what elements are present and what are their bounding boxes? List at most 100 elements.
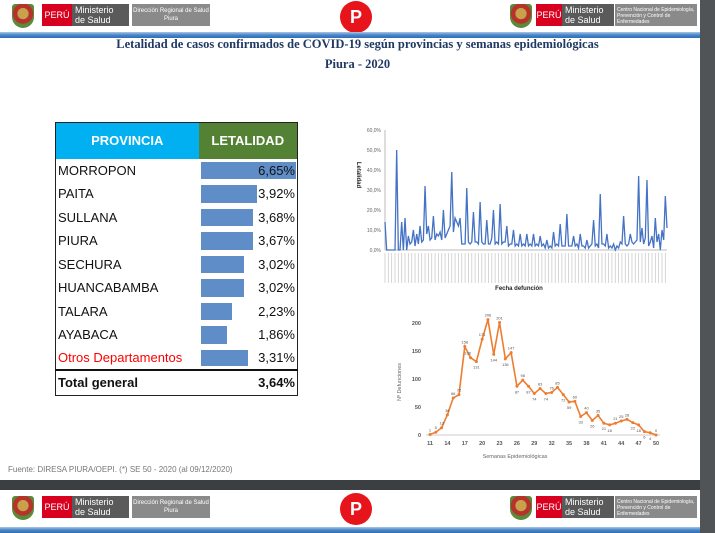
- data-point: [637, 423, 641, 427]
- lethality-value: 3,02%: [258, 256, 295, 272]
- x-tick-label: 20: [479, 441, 485, 447]
- data-label: 35: [596, 408, 601, 413]
- data-label: 74: [532, 397, 537, 402]
- p-logo-icon: P: [340, 1, 372, 33]
- lethality-value: 3,67%: [258, 233, 295, 249]
- data-label: 206: [485, 313, 492, 318]
- lethality-cell: 2,23%: [199, 300, 298, 324]
- data-label: 98: [520, 373, 525, 378]
- data-point: [608, 423, 612, 427]
- lethality-cell: 3,92%: [199, 182, 298, 206]
- x-tick-label: 11: [427, 441, 433, 447]
- peru-coat-of-arms-icon: [12, 496, 34, 520]
- data-label: 201: [496, 315, 503, 320]
- data-label: 25: [619, 414, 624, 419]
- data-label: 26: [590, 423, 595, 428]
- data-label: 21: [613, 416, 618, 421]
- data-point: [428, 432, 432, 436]
- data-point: [631, 421, 635, 425]
- table-row: TALARA 2,23%: [56, 300, 298, 324]
- y-tick-label: 100: [412, 377, 421, 383]
- col-header-letalidad: LETALIDAD: [198, 122, 298, 159]
- province-name: MORROPON: [58, 162, 136, 178]
- col-header-provincia: PROVINCIA: [55, 122, 199, 159]
- lethality-bar: [200, 255, 244, 273]
- peru-logo: PERÚ: [42, 4, 72, 26]
- data-label: 6: [643, 435, 646, 440]
- data-point: [561, 393, 565, 397]
- table-row: PIURA 3,67%: [56, 229, 298, 253]
- lethality-cell: 3,02%: [199, 276, 298, 300]
- y-tick-label: 40,0%: [367, 168, 382, 174]
- x-tick-label: 23: [496, 441, 502, 447]
- data-point: [445, 413, 449, 417]
- data-label: 36: [445, 408, 450, 413]
- total-row: Total general 3,64%: [55, 369, 298, 395]
- x-tick-label: 44: [618, 441, 625, 447]
- data-point: [486, 318, 490, 322]
- data-point: [480, 337, 484, 341]
- data-point: [509, 351, 513, 355]
- data-label: 60: [573, 394, 578, 399]
- lethality-bar: [200, 326, 228, 344]
- data-point: [596, 413, 600, 417]
- data-label: 18: [607, 428, 612, 433]
- header-stripe: [0, 32, 700, 38]
- series-line: [384, 149, 668, 252]
- data-point: [642, 430, 646, 434]
- data-label: 0: [655, 428, 658, 433]
- data-point: [625, 417, 629, 421]
- data-point: [503, 357, 507, 361]
- lethality-bar: [200, 302, 233, 320]
- peru-logo: PERÚ: [42, 496, 72, 518]
- y-tick-label: 50: [415, 405, 421, 411]
- total-label: Total general: [55, 369, 199, 395]
- ministerio-logo: Ministerio de Salud: [72, 496, 129, 518]
- data-label: 59: [567, 405, 572, 410]
- x-tick-label: 50: [653, 441, 659, 447]
- data-point: [602, 421, 606, 425]
- data-label: 13: [439, 421, 444, 426]
- data-point: [573, 399, 577, 403]
- lethality-cell: 3,31%: [199, 347, 298, 371]
- data-label: 22: [631, 426, 636, 431]
- page-title: Letalidad de casos confirmados de COVID-…: [116, 37, 599, 51]
- data-point: [492, 352, 496, 356]
- cdc-logo: Centro Nacional de Epidemiología, Preven…: [615, 496, 697, 518]
- data-point: [474, 360, 478, 364]
- data-point: [463, 345, 467, 349]
- ministerio-logo: Ministerio de Salud: [562, 4, 614, 26]
- scrollbar-strip[interactable]: [700, 0, 715, 533]
- data-label: 171: [479, 332, 486, 337]
- top-header: PERÚ Ministerio de Salud Dirección Regio…: [0, 0, 700, 38]
- data-label: 85: [555, 380, 560, 385]
- lethality-value: 1,86%: [258, 327, 295, 343]
- y-tick-label: 50,0%: [367, 148, 382, 154]
- data-label: 87: [515, 389, 520, 394]
- province-name: TALARA: [58, 303, 108, 319]
- data-label: 28: [625, 412, 630, 417]
- y-axis-title: Letalidad: [355, 162, 361, 189]
- data-label: 5: [435, 425, 438, 430]
- lethality-table: PROVINCIA LETALIDAD MORROPON 6,65% PAITA …: [55, 122, 298, 396]
- province-name: HUANCABAMBA: [58, 280, 159, 296]
- data-label: 74: [544, 397, 549, 402]
- x-tick-label: 26: [514, 441, 520, 447]
- peru-coat-of-arms-icon: [12, 4, 34, 28]
- province-name: SECHURA: [58, 256, 122, 272]
- lethality-cell: 3,67%: [199, 229, 298, 253]
- data-point: [527, 384, 531, 388]
- data-label: 147: [508, 346, 515, 351]
- lethality-cell: 6,65%: [199, 159, 298, 183]
- x-tick-label: 14: [444, 441, 451, 447]
- daily-lethality-chart: 0,0% 10,0% 20,0% 30,0% 40,0% 50,0% 60,0% Letali…: [355, 128, 668, 292]
- report-page: PERÚ Ministerio de Salud Dirección Regio…: [0, 0, 700, 480]
- x-tick-label: 29: [531, 441, 537, 447]
- page-subtitle: Piura - 2020: [324, 57, 391, 71]
- y-tick-label: 0: [418, 433, 421, 439]
- data-label: 138: [464, 351, 471, 356]
- ministerio-logo: Ministerio de Salud: [72, 4, 129, 26]
- data-point: [654, 433, 658, 437]
- data-label: 18: [636, 428, 641, 433]
- data-label: 87: [526, 389, 531, 394]
